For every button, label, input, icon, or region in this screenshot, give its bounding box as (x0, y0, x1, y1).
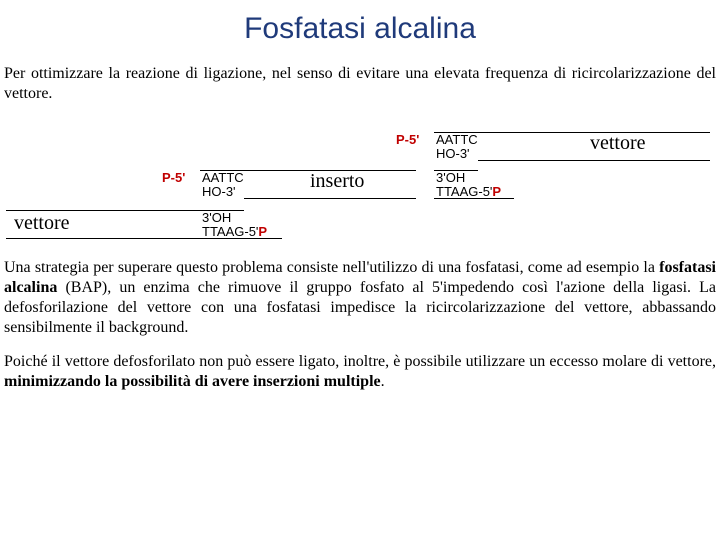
dna-diagram: P-5' AATTC HO-3' vettore 3'OH TTAAG-5'P … (0, 118, 720, 258)
ttaag-text: TTAAG (436, 184, 478, 199)
ttaag-text-bottom: TTAAG (202, 224, 244, 239)
para3-b: minimizzando la possibilità di avere ins… (4, 373, 381, 390)
g5-tail: -5' (478, 184, 492, 199)
excess-paragraph: Poiché il vettore defosforilato non può … (4, 352, 716, 392)
ho3-mid: HO-3' (202, 184, 236, 199)
line-bottom-lower (6, 238, 282, 239)
line-mid-right-upper (434, 170, 478, 171)
vettore-right-label: vettore (590, 132, 646, 155)
aattc-mid: AATTC (202, 170, 244, 185)
p-red-bottom: P (258, 224, 267, 239)
oh3-bottom: 3'OH (202, 210, 231, 225)
g5-tail-bottom: -5' (244, 224, 258, 239)
page-title: Fosfatasi alcalina (0, 12, 720, 46)
intro-paragraph: Per ottimizzare la reazione di ligazione… (4, 64, 716, 104)
aattc-top-right: AATTC (436, 132, 478, 147)
ho3-top-right: HO-3' (436, 146, 470, 161)
line-mid-upper (200, 170, 416, 171)
ttaag-mid-right: TTAAG-5'P (436, 184, 501, 199)
para3-c: . (381, 373, 385, 390)
vettore-left-label: vettore (14, 212, 70, 235)
line-mid-lower (244, 198, 416, 199)
inserto-label: inserto (310, 170, 364, 193)
p-red-right: P (492, 184, 501, 199)
para2-a: Una strategia per superare questo proble… (4, 259, 659, 276)
ttaag-bottom: TTAAG-5'P (202, 224, 267, 239)
line-bottom-upper (6, 210, 244, 211)
strategy-paragraph: Una strategia per superare questo proble… (4, 258, 716, 338)
p5-mid-label: P-5' (162, 170, 185, 185)
oh3-mid-right: 3'OH (436, 170, 465, 185)
line-top-right-lower (478, 160, 710, 161)
line-mid-right-lower (434, 198, 514, 199)
p5-label: P-5' (396, 132, 419, 147)
para2-c: (BAP), un enzima che rimuove il gruppo f… (4, 279, 716, 336)
line-top-right-upper (434, 132, 710, 133)
para3-a: Poiché il vettore defosforilato non può … (4, 353, 716, 370)
